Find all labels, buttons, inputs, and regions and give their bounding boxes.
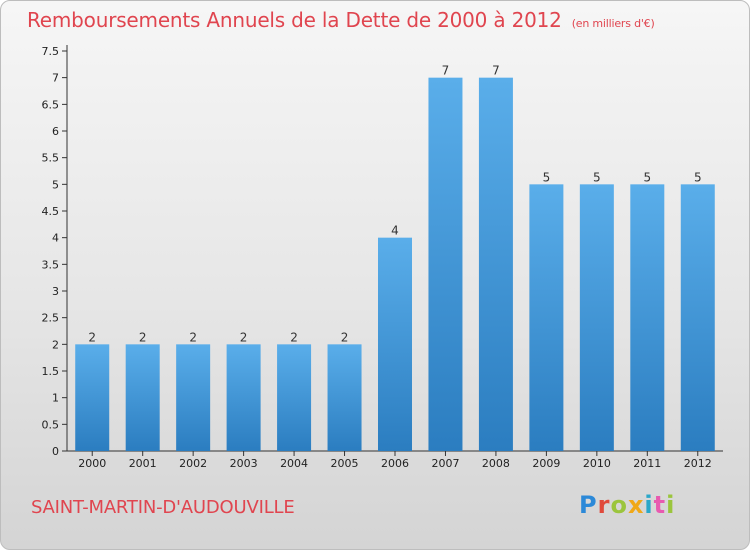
bar: [529, 184, 564, 452]
bar-value-label: 2: [240, 330, 248, 344]
x-tick-label: 2007: [431, 457, 459, 470]
bar-value-label: 2: [88, 330, 96, 344]
bar-value-label: 5: [694, 170, 702, 184]
x-tick-label: 2010: [583, 457, 611, 470]
bar-value-label: 2: [139, 330, 147, 344]
bar-value-label: 5: [593, 170, 601, 184]
y-tick-label: 6: [52, 125, 59, 138]
bar: [75, 344, 110, 451]
proxiti-logo: Proxiti: [579, 491, 676, 519]
x-tick-label: 2005: [331, 457, 359, 470]
bar-value-label: 4: [391, 224, 399, 238]
bar: [680, 184, 715, 452]
bar-value-label: 2: [189, 330, 197, 344]
bar-series: 2 2 2 2 2 2 4 7 7 5 5 5 5: [75, 64, 715, 452]
x-axis: 2000 2001 2002 2003 2004 2005 2006 2007 2008 2009…: [67, 450, 723, 470]
bar: [478, 77, 513, 452]
y-tick-label: 5: [52, 178, 59, 191]
bar: [125, 344, 160, 451]
y-tick-label: 7: [52, 72, 59, 85]
bar-value-label: 5: [643, 170, 651, 184]
x-tick-label: 2004: [280, 457, 308, 470]
chart-unit-note: (en milliers d'€): [571, 17, 655, 30]
y-tick-label: 1.5: [42, 365, 60, 378]
y-tick-label: 1: [52, 392, 59, 405]
y-axis: 0 0.5 1 1.5 2 2.5 3 3.5 4 4.5 5 5.5 6 6.5 7 7.5: [42, 45, 68, 458]
x-tick-label: 2009: [532, 457, 560, 470]
bar: [226, 344, 261, 451]
y-tick-label: 5.5: [42, 152, 60, 165]
bar-value-label: 2: [290, 330, 298, 344]
x-tick-label: 2001: [129, 457, 157, 470]
bar-value-label: 7: [442, 64, 450, 78]
y-tick-label: 4.5: [42, 205, 60, 218]
x-tick-label: 2003: [230, 457, 258, 470]
bar: [176, 344, 211, 451]
bar: [378, 237, 412, 451]
bar: [630, 184, 665, 452]
commune-name: SAINT-MARTIN-D'AUDOUVILLE: [31, 497, 295, 518]
y-tick-label: 3: [52, 285, 59, 298]
chart-title: Remboursements Annuels de la Dette de 20…: [27, 8, 655, 32]
x-tick-label: 2000: [78, 457, 106, 470]
y-tick-label: 4: [52, 232, 59, 245]
y-tick-label: 0: [52, 445, 59, 458]
bar-value-label: 5: [543, 170, 551, 184]
y-tick-label: 7.5: [42, 45, 60, 58]
x-tick-label: 2011: [633, 457, 661, 470]
chart-title-text: Remboursements Annuels de la Dette de 20…: [27, 8, 562, 32]
bar: [428, 77, 463, 452]
y-tick-label: 3.5: [42, 258, 60, 271]
bar-value-label: 7: [492, 64, 500, 78]
y-tick-label: 0.5: [42, 418, 60, 431]
bar-value-label: 2: [341, 330, 349, 344]
y-tick-label: 2: [52, 338, 59, 351]
y-tick-label: 6.5: [42, 98, 60, 111]
x-tick-label: 2012: [684, 457, 712, 470]
bar: [277, 344, 312, 451]
x-tick-label: 2008: [482, 457, 510, 470]
x-tick-label: 2006: [381, 457, 409, 470]
bar: [327, 344, 362, 451]
y-tick-label: 2.5: [42, 312, 60, 325]
bar: [579, 184, 614, 452]
x-tick-label: 2002: [179, 457, 207, 470]
